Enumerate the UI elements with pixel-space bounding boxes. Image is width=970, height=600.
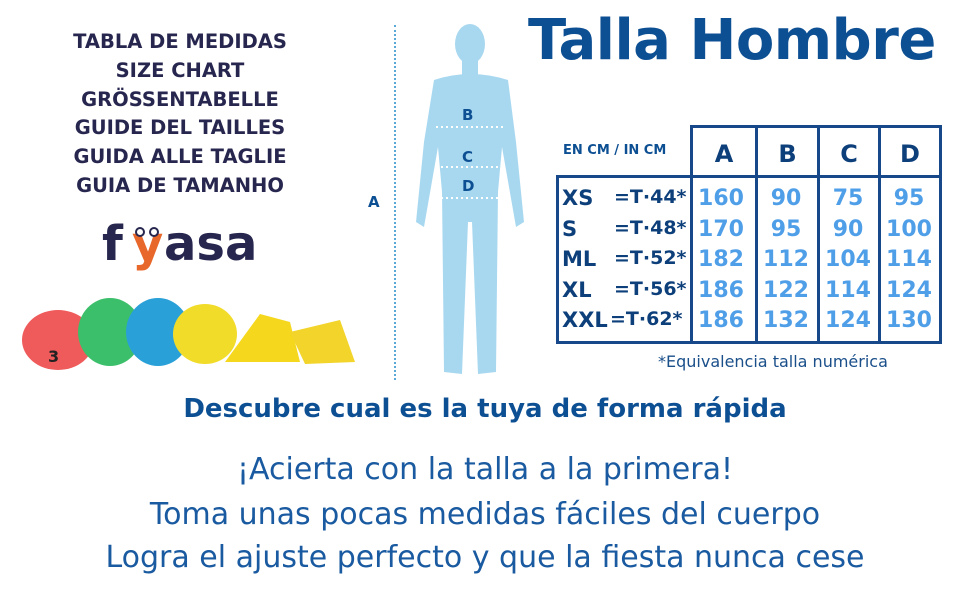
- measurement-value: 90: [832, 216, 864, 242]
- column-header-d: D: [878, 125, 942, 175]
- table-row: XL =T·56* 186 122 114 124: [562, 278, 942, 308]
- column-separator: [690, 175, 693, 344]
- fyasa-logo: f y asa: [102, 216, 257, 272]
- column-header-b: B: [755, 125, 820, 175]
- title-line: SIZE CHART: [115, 58, 245, 82]
- size-label: XS: [562, 186, 594, 210]
- page-title: Talla Hombre: [528, 8, 936, 73]
- measurement-value: 95: [770, 216, 802, 242]
- size-label: S: [562, 216, 578, 241]
- measurement-value: 114: [886, 247, 932, 272]
- tagline: Toma unas pocas medidas fáciles del cuer…: [149, 497, 821, 532]
- column-separator: [817, 175, 820, 344]
- measurement-value: 132: [763, 308, 809, 333]
- size-equivalence: =T·62*: [610, 308, 683, 330]
- column-separator: [755, 175, 758, 344]
- title-line: GUIDA ALLE TAGLIE: [73, 145, 287, 169]
- table-row: XS =T·44* 160 90 75 95: [562, 186, 942, 216]
- measurement-value: 104: [825, 247, 871, 272]
- svg-text:asa: asa: [164, 216, 257, 272]
- measure-label-a: A: [368, 193, 380, 211]
- measure-label-d: D: [462, 177, 475, 195]
- size-chart-titles: TABLA DE MEDIDAS SIZE CHART GRÖSSENTABEL…: [20, 28, 340, 201]
- measurement-value: 124: [886, 277, 932, 303]
- title-line: TABLA DE MEDIDAS: [73, 30, 287, 53]
- measure-label-b: B: [462, 106, 474, 124]
- measurement-value: 112: [763, 247, 809, 272]
- measurement-value: 170: [698, 216, 744, 242]
- table-row: ML =T·52* 182 112 104 114: [562, 247, 942, 277]
- title-line: GUIDE DEL TAILLES: [74, 116, 286, 140]
- size-label: ML: [562, 247, 597, 271]
- measure-label-c: C: [462, 148, 474, 166]
- size-equivalence: =T·56*: [614, 277, 687, 300]
- measurement-value: 160: [698, 186, 744, 211]
- svg-text:3: 3: [48, 347, 59, 366]
- tagline: ¡Acierta con la talla a la primera!: [236, 452, 734, 487]
- measurement-value: 100: [886, 216, 932, 242]
- measurement-value: 182: [698, 247, 744, 272]
- svg-text:f: f: [102, 216, 124, 272]
- tagline: Logra el ajuste perfecto y que la fiesta…: [105, 540, 865, 575]
- column-header-a: A: [690, 125, 758, 175]
- svg-text:y: y: [132, 216, 163, 272]
- measurement-value: 124: [825, 308, 871, 333]
- body-silhouette: [416, 24, 524, 374]
- measurement-value: 95: [893, 186, 925, 211]
- title-line: GRÖSSENTABELLE: [81, 87, 279, 111]
- table-row: XXL =T·62* 186 132 124 130: [562, 308, 942, 338]
- size-equivalence: =T·44*: [614, 186, 687, 208]
- size-label: XL: [562, 277, 592, 302]
- measurement-value: 122: [763, 277, 809, 303]
- measurement-value: 90: [770, 186, 802, 211]
- size-table-body: [556, 175, 942, 344]
- measurement-value: 114: [825, 277, 871, 303]
- divider-line: [394, 25, 396, 380]
- measurement-value: 186: [698, 308, 744, 333]
- measurement-value: 75: [832, 186, 864, 211]
- title-line: GUIA DE TAMANHO: [76, 173, 284, 197]
- size-label: XXL: [562, 308, 608, 332]
- subtitle: Descubre cual es la tuya de forma rápida: [183, 394, 787, 424]
- column-separator: [878, 175, 881, 344]
- measurement-value: 186: [698, 277, 744, 303]
- measurement-value: 130: [886, 308, 932, 333]
- table-row: S =T·48* 170 95 90 100: [562, 217, 942, 247]
- column-header-c: C: [817, 125, 881, 175]
- unit-label: EN CM / IN CM: [563, 143, 667, 158]
- measuring-tapes-image: 3: [22, 298, 355, 370]
- size-equivalence: =T·48*: [614, 216, 687, 239]
- size-equivalence: =T·52*: [614, 247, 687, 269]
- footnote: *Equivalencia talla numérica: [658, 352, 888, 371]
